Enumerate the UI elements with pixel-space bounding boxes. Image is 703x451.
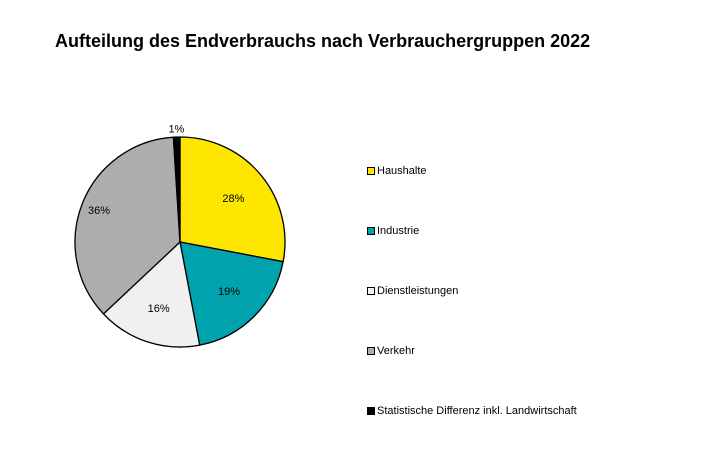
chart-title: Aufteilung des Endverbrauchs nach Verbra… (55, 31, 591, 51)
legend-item-dienstleistungen: Dienstleistungen (367, 284, 458, 298)
legend-item-haushalte: Haushalte (367, 164, 427, 178)
legend-swatch (367, 347, 375, 355)
data-label-haushalte: 28% (222, 193, 244, 205)
legend-label: Statistische Differenz inkl. Landwirtsch… (377, 405, 577, 417)
data-label-statistische-differenz-inkl-landwirtschaft: 1% (168, 124, 184, 136)
legend-swatch (367, 407, 375, 415)
legend-swatch (367, 287, 375, 295)
legend-label: Dienstleistungen (377, 285, 459, 297)
pie-slice-dienstleistungen (102, 241, 201, 348)
legend-label: Verkehr (377, 345, 415, 357)
legend-label: Industrie (377, 225, 420, 237)
legend-swatch (367, 227, 375, 235)
legend-item-statistische-differenz-inkl-landwirtschaft: Statistische Differenz inkl. Landwirtsch… (367, 404, 577, 418)
pie-slice-statistische-differenz-inkl-landwirtschaft (172, 136, 181, 243)
legend-item-verkehr: Verkehr (367, 344, 415, 358)
data-label-dienstleistungen: 16% (148, 303, 170, 315)
legend-label: Haushalte (377, 165, 427, 177)
data-label-industrie: 19% (218, 286, 240, 298)
pie-slice-verkehr (74, 136, 181, 315)
legend-item-industrie: Industrie (367, 224, 419, 238)
pie-slice-industrie (179, 241, 284, 346)
data-label-verkehr: 36% (88, 205, 110, 217)
pie-slice-haushalte (179, 136, 286, 263)
legend-swatch (367, 167, 375, 175)
